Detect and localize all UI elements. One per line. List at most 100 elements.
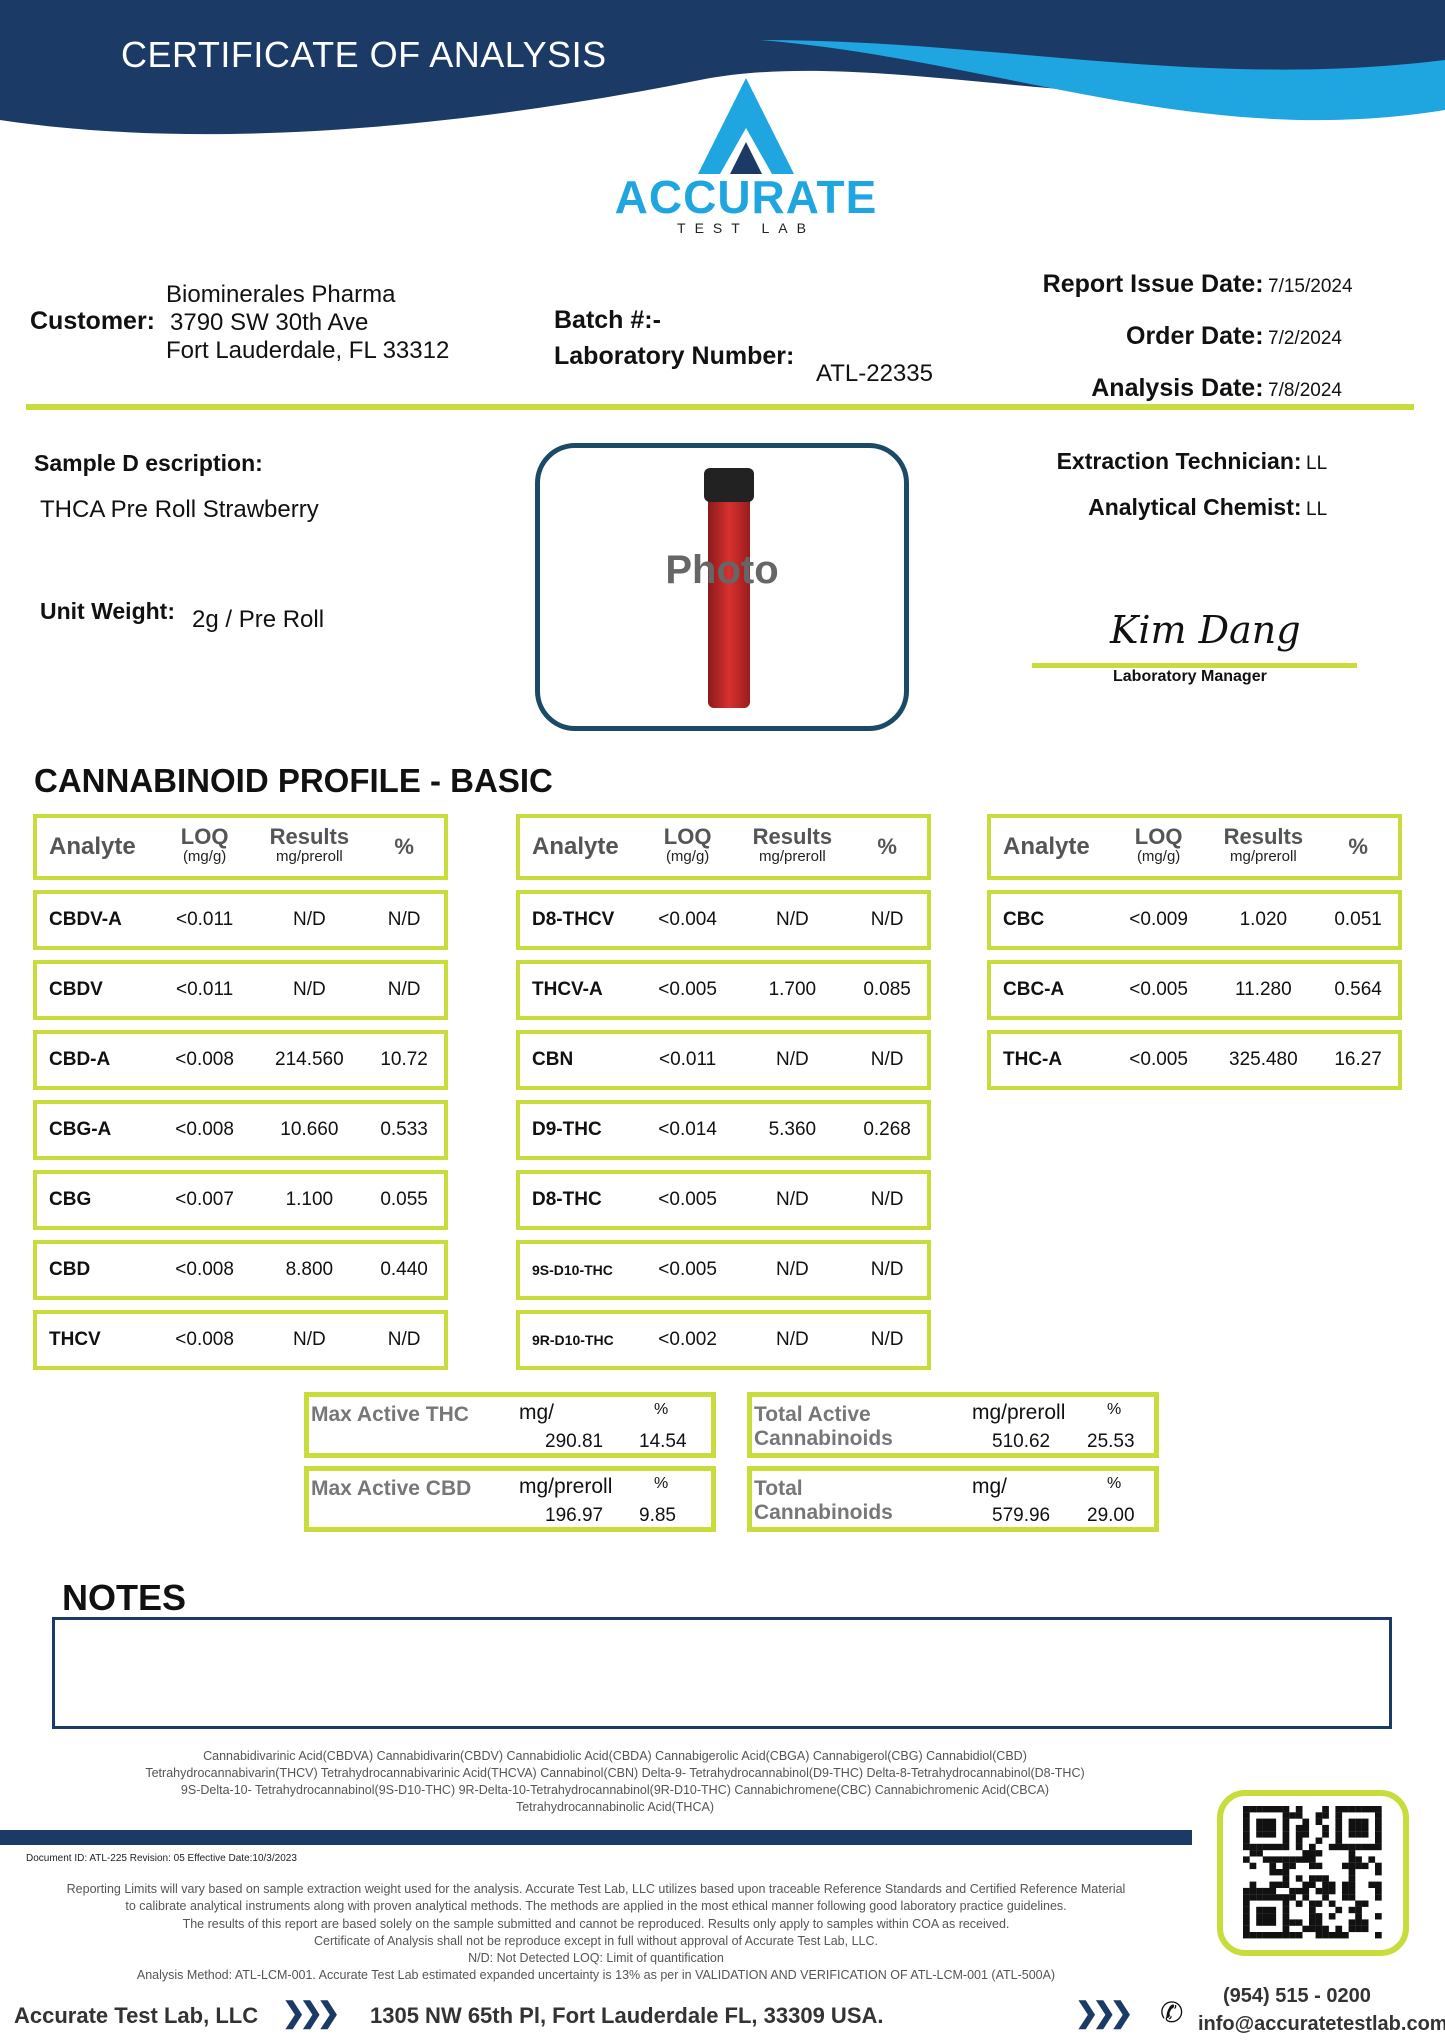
logo-icon: [698, 78, 794, 174]
table-row: D9-THC <0.014 5.360 0.268: [516, 1100, 931, 1160]
analysis-date: 7/8/2024: [1268, 380, 1342, 401]
header-results: Results mg/preroll: [1208, 826, 1318, 867]
disclaimer-line: Reporting Limits will vary based on samp…: [66, 1882, 1126, 1896]
section-title: CANNABINOID PROFILE - BASIC: [34, 762, 553, 799]
header-percent: %: [877, 834, 897, 859]
summary-pct-label: %: [654, 1475, 669, 1492]
table-row: THCV <0.008 N/D N/D: [33, 1310, 448, 1370]
technician: LL: [1306, 453, 1328, 474]
percent: 0.268: [863, 1119, 911, 1140]
footer-phone[interactable]: (954) 515 - 0200: [1223, 1985, 1371, 2007]
disclaimer-line: N/D: Not Detected LOQ: Limit of quantifi…: [468, 1951, 724, 1966]
percent: 0.440: [380, 1259, 428, 1280]
analysis-date-label: Analysis Date:: [1091, 374, 1264, 402]
result: 214.560: [275, 1049, 344, 1070]
percent: N/D: [870, 1189, 904, 1210]
batch-label: Batch #:: [554, 306, 653, 334]
result: N/D: [292, 909, 326, 930]
summary-unit: mg/preroll: [519, 1475, 613, 1498]
abbr-line: Tetrahydrocannabinolic Acid(THCA): [515, 1800, 714, 1814]
percent: 0.533: [380, 1119, 428, 1140]
header-loq: LOQ (mg/g): [638, 824, 738, 867]
summary-unit: mg/preroll: [972, 1401, 1066, 1424]
analyte: THCV-A: [532, 979, 603, 1000]
summary-mg: 579.96: [992, 1505, 1051, 1526]
loq: <0.002: [658, 1329, 717, 1350]
notes-title: NOTES: [62, 1577, 187, 1618]
result: N/D: [775, 1049, 809, 1070]
table-row: 9S-D10-THC <0.005 N/D N/D: [516, 1240, 931, 1300]
abbr-line: 9S-Delta-10- Tetrahydrocannabinol(9S-D10…: [180, 1783, 1050, 1797]
document-title: CERTIFICATE OF ANALYSIS: [121, 34, 607, 75]
loq: <0.008: [175, 1049, 234, 1070]
loq: <0.011: [658, 1049, 717, 1070]
results-unit: mg/preroll: [1230, 848, 1297, 865]
percent: 0.055: [380, 1189, 428, 1210]
summary-pct: 14.54: [639, 1431, 687, 1452]
analyte: THC-A: [1003, 1049, 1063, 1070]
analyte: CBC-A: [1003, 979, 1065, 1000]
loq: <0.005: [658, 1189, 717, 1210]
staff-block: Extraction Technician: LL Analytical Che…: [1057, 440, 1340, 532]
result: 11.280: [1234, 979, 1292, 1000]
result: N/D: [775, 1329, 809, 1350]
disclaimer-line: to calibrate analytical instruments alon…: [125, 1899, 1067, 1914]
analyte: CBDV-A: [49, 909, 122, 930]
result: N/D: [775, 1259, 809, 1280]
analyte: 9R-D10-THC: [532, 1332, 614, 1348]
loq-unit: (mg/g): [182, 848, 227, 865]
result: N/D: [775, 909, 809, 930]
qr-code-frame[interactable]: [1217, 1790, 1409, 1956]
percent: N/D: [870, 1259, 904, 1280]
sample-description-label: Sample D escription:: [34, 450, 263, 476]
summary-pct-label: %: [1107, 1475, 1122, 1492]
loq: <0.011: [175, 909, 234, 930]
loq: <0.005: [658, 979, 717, 1000]
summary-box: Max Active THC mg/ % 290.81 14.54: [304, 1392, 716, 1458]
table-row: CBN <0.011 N/D N/D: [516, 1030, 931, 1090]
footer-email[interactable]: info@accuratetestlab.com: [1198, 2013, 1445, 2035]
table-row: 9R-D10-THC <0.002 N/D N/D: [516, 1310, 931, 1370]
table-row: CBD-A <0.008 214.560 10.72: [33, 1030, 448, 1090]
batch-value: -: [652, 306, 661, 334]
summary-name: Total Active Cannabinoids: [754, 1403, 893, 1450]
summary-name: Max Active CBD: [311, 1477, 472, 1500]
disclaimer: Reporting Limits will vary based on samp…: [0, 1881, 1192, 1985]
header-banner: [0, 0, 1445, 135]
summary-box: Total Active Cannabinoids mg/preroll % 5…: [747, 1392, 1159, 1458]
chemist-label: Analytical Chemist:: [1088, 494, 1302, 520]
lab-number-value: ATL-22335: [816, 360, 933, 387]
order-date-label: Order Date:: [1126, 322, 1264, 350]
result: N/D: [775, 1189, 809, 1210]
logo-subtitle: TEST LAB: [677, 220, 815, 236]
table-row: THCV-A <0.005 1.700 0.085: [516, 960, 931, 1020]
chemist: LL: [1306, 499, 1328, 520]
table-row: CBC-A <0.005 11.280 0.564: [987, 960, 1402, 1020]
loq-unit: (mg/g): [1136, 848, 1181, 865]
footer-bar: [0, 1830, 1192, 1845]
customer-street: 3790 SW 30th Ave: [170, 309, 369, 336]
logo-wordmark: ACCURATE: [614, 171, 878, 223]
summary-unit: mg/: [519, 1401, 555, 1424]
summary-name: Total Cannabinoids: [754, 1477, 893, 1524]
chevron-icon: ❯❯❯: [282, 1997, 340, 2028]
loq: <0.008: [175, 1329, 234, 1350]
result: 1.020: [1239, 909, 1288, 930]
results-unit: mg/preroll: [759, 848, 826, 865]
loq: <0.005: [658, 1259, 717, 1280]
footer-company: Accurate Test Lab, LLC: [14, 2003, 259, 2028]
loq: <0.011: [175, 979, 234, 1000]
percent: N/D: [870, 909, 904, 930]
header-loq: LOQ (mg/g): [155, 826, 255, 867]
loq-label: LOQ: [663, 824, 712, 849]
lab-number-label: Laboratory Number:: [554, 342, 795, 370]
percent: N/D: [870, 1049, 904, 1070]
percent: 10.72: [380, 1049, 428, 1070]
signature: Kim Dang: [1110, 608, 1301, 652]
percent: 16.27: [1334, 1049, 1382, 1070]
analyte: D8-THC: [532, 1189, 602, 1210]
percent: 0.564: [1334, 979, 1382, 1000]
document-id: Document ID: ATL-225 Revision: 05 Effect…: [26, 1853, 297, 1864]
header-analyte: Analyte: [1003, 833, 1090, 860]
abbr-line: Cannabidivarinic Acid(CBDVA) Cannabidiva…: [203, 1749, 1027, 1763]
